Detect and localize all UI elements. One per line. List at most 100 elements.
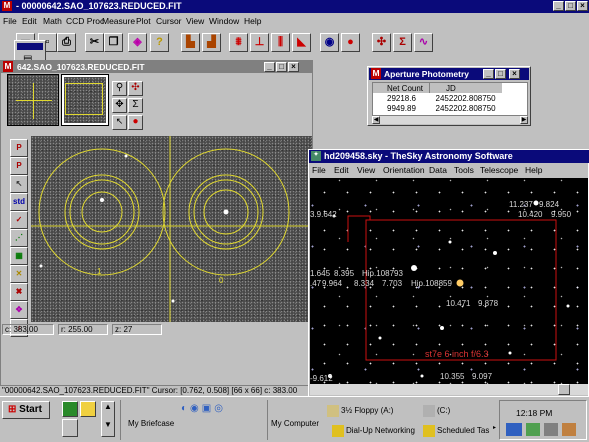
app-icon[interactable] (62, 419, 78, 437)
sky-label-4: 10.420 (518, 210, 543, 219)
color-icon[interactable]: ● (128, 115, 143, 130)
graph-2-icon[interactable]: ⊥ (250, 33, 269, 52)
zoom-icon[interactable]: ⚲ (112, 81, 127, 96)
overflow-arrow-icon[interactable]: ▸ (493, 425, 497, 431)
sky-label-5: 9.950 (551, 210, 572, 219)
image-2-icon[interactable]: ▟ (202, 33, 221, 52)
tray-volume-icon[interactable] (526, 423, 540, 436)
sky-menu-help[interactable]: Help (525, 165, 543, 175)
menu-cursor[interactable]: Cursor (156, 16, 182, 26)
menu-ccd-proc[interactable]: CCD Proc (66, 16, 105, 26)
sky-menu-edit[interactable]: Edit (334, 165, 349, 175)
sigma-icon[interactable]: Σ (393, 33, 412, 52)
thumbnail-overview[interactable] (61, 74, 109, 126)
task-dialup[interactable]: Dial-Up Networking (346, 426, 415, 435)
aperture-maximize-button[interactable]: □ (495, 69, 506, 79)
graph-1-icon[interactable]: ⩩ (229, 33, 248, 52)
graph-3-icon[interactable]: ⫼ (271, 33, 290, 52)
aperture-icon[interactable]: ✣ (128, 81, 143, 96)
menu-edit[interactable]: Edit (22, 16, 37, 26)
tray-app-icon[interactable] (562, 423, 576, 436)
tray-monitor-icon[interactable] (544, 423, 558, 436)
quick-launch-icons[interactable]: ◐◉▣◎ (181, 403, 226, 414)
menu-measure[interactable]: Measure (102, 16, 136, 26)
sidebar-pointer-icon[interactable]: ↖ (10, 175, 28, 193)
sidebar-move-icon[interactable]: ✥ (10, 301, 28, 319)
drive-c-icon (423, 405, 435, 417)
sidebar-check-button[interactable]: ✓ (10, 211, 28, 229)
sidebar-grid-icon[interactable]: ▦ (10, 247, 28, 265)
fits-image-canvas[interactable]: 1 0 (31, 136, 312, 322)
task-floppy[interactable]: 3½ Floppy (A:) (341, 406, 394, 415)
scroll-arrows-icon[interactable]: ▲ ▼ (101, 401, 115, 437)
header-jd[interactable]: JD (446, 83, 456, 93)
task-drive-c[interactable]: (C:) (437, 406, 451, 415)
sky-label-6: 1.645 (310, 269, 331, 278)
aperture-close-button[interactable]: × (509, 69, 520, 79)
sky-label-12: 7.703 (382, 279, 403, 288)
sky-menu-tools[interactable]: Tools (454, 165, 474, 175)
sidebar-marker-icon[interactable]: ♁ (10, 319, 28, 337)
copy-icon[interactable]: ❐ (104, 33, 123, 52)
task-my-briefcase[interactable]: My Briefcase (128, 419, 175, 428)
sky-scroll-thumb[interactable] (558, 384, 570, 395)
sky-label-2: 11.237 (509, 200, 533, 209)
image-maximize-button[interactable]: □ (276, 62, 287, 72)
task-scheduled[interactable]: Scheduled Tas (437, 426, 490, 435)
menu-help[interactable]: Help (244, 16, 262, 26)
sidebar-button-std[interactable]: std (10, 193, 28, 211)
menu-math[interactable]: Math (43, 16, 62, 26)
pointer-icon[interactable]: ↖ (112, 115, 127, 130)
thumbnail-zoom[interactable] (7, 74, 59, 126)
desktop-icon[interactable] (62, 401, 78, 417)
pan-icon[interactable]: ✥ (112, 98, 127, 113)
row-2-net-count: 9949.89 (387, 103, 416, 113)
sidebar-star-icon[interactable]: ✕ (10, 265, 28, 283)
sky-menu-data[interactable]: Data (429, 165, 447, 175)
sky-horizontal-scrollbar[interactable] (310, 384, 588, 395)
cut-icon[interactable]: ✂ (85, 33, 104, 52)
clock[interactable]: 12:18 PM (516, 408, 553, 418)
folder-icon[interactable] (80, 401, 96, 417)
task-my-computer[interactable]: My Computer (271, 419, 320, 428)
sky-label-8: Hip.108793 (362, 269, 403, 278)
sky-menu-orientation[interactable]: Orientation (383, 165, 425, 175)
image-minimize-button[interactable]: _ (264, 62, 275, 72)
sidebar-x-icon[interactable]: ✖ (10, 283, 28, 301)
menu-view[interactable]: View (186, 16, 205, 26)
scroll-left-icon[interactable]: ◀ (372, 116, 380, 124)
sky-menu-file[interactable]: File (312, 165, 326, 175)
maximize-button[interactable]: □ (565, 1, 576, 11)
aperture-label-0: 0 (219, 276, 224, 285)
menu-plot[interactable]: Plot (136, 16, 151, 26)
sidebar-graph-icon[interactable]: ⋰ (10, 229, 28, 247)
header-net-count[interactable]: Net Count (373, 83, 431, 93)
aperture-scrollbar[interactable]: ◀ ▶ (372, 116, 528, 124)
sky-menu-view[interactable]: View (357, 165, 376, 175)
close-button[interactable]: × (577, 1, 588, 11)
menu-file[interactable]: File (3, 16, 17, 26)
tray-network-icon[interactable] (506, 423, 522, 436)
paste-icon[interactable]: ◈ (128, 33, 147, 52)
star-chart[interactable]: 3.9.642 11.237 9.824 10.420 9.950 1.645 … (310, 178, 588, 384)
sky-label-19: -9.612 (310, 374, 333, 383)
help-icon[interactable]: ? (150, 33, 169, 52)
menu-window[interactable]: Window (209, 16, 240, 26)
sky-menu-telescope[interactable]: Telescope (480, 165, 519, 175)
graph-4-icon[interactable]: ◣ (292, 33, 311, 52)
print-icon[interactable]: ⎙ (57, 33, 76, 52)
sidebar-button-p1[interactable]: P (10, 139, 28, 157)
info-sigma-icon[interactable]: Σ (128, 98, 143, 113)
start-button[interactable]: ⊞ Start (2, 401, 50, 419)
aperture-minimize-button[interactable]: _ (483, 69, 494, 79)
crosshair-icon[interactable]: ✣ (372, 33, 391, 52)
minimize-button[interactable]: _ (553, 1, 564, 11)
image-1-icon[interactable]: ▙ (181, 33, 200, 52)
scroll-right-icon[interactable]: ▶ (520, 116, 528, 124)
sidebar-button-p2[interactable]: P (10, 157, 28, 175)
color-1-icon[interactable]: ◉ (320, 33, 339, 52)
color-2-icon[interactable]: ● (341, 33, 360, 52)
wave-icon[interactable]: ∿ (414, 33, 433, 52)
image-close-button[interactable]: × (288, 62, 299, 72)
zoom-crosshair-h (16, 100, 52, 101)
